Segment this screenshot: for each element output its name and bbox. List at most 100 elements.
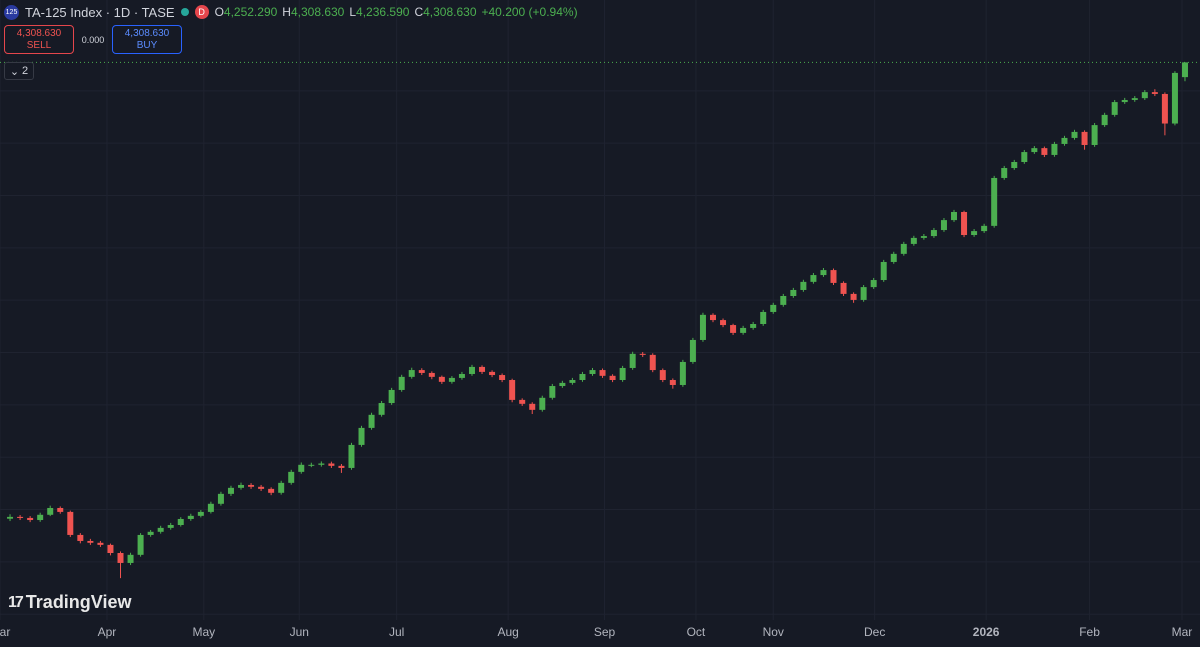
- candle-body: [1151, 92, 1158, 94]
- x-tick-label: Feb: [1079, 625, 1100, 639]
- candle-body: [790, 289, 797, 296]
- candle-body: [880, 261, 887, 281]
- candle-body: [910, 237, 917, 244]
- candle-body: [17, 516, 24, 518]
- candle-body: [248, 484, 255, 487]
- symbol-badge[interactable]: 125: [4, 4, 19, 20]
- sell-button[interactable]: 4,308.630 SELL: [4, 25, 74, 54]
- chevron: ⌄: [9, 65, 20, 78]
- candle-body: [258, 486, 265, 489]
- candle-body: [428, 372, 435, 377]
- buy-button[interactable]: 4,308.630 BUY: [112, 25, 182, 54]
- change: +40.200 (+0.94%): [481, 5, 578, 19]
- x-tick-label: Nov: [763, 625, 784, 639]
- candle-body: [961, 211, 968, 236]
- candle-body: [760, 311, 767, 325]
- candle-body: [197, 511, 204, 516]
- candle-body: [1161, 93, 1168, 124]
- candle-body: [539, 397, 546, 410]
- x-tick-label: Jun: [290, 625, 309, 639]
- candle-body: [368, 414, 375, 428]
- indicator-toggle[interactable]: ⌄ 2: [4, 62, 34, 80]
- candle-body: [709, 314, 716, 321]
- candle-body: [981, 225, 988, 232]
- candle-body: [1011, 162, 1018, 169]
- candle-body: [920, 236, 927, 238]
- candle-body: [1181, 62, 1188, 78]
- candle-body: [348, 444, 355, 468]
- candle-body: [810, 275, 817, 282]
- logo[interactable]: 17 TradingView: [8, 592, 132, 613]
- candle-body: [549, 386, 556, 398]
- candle-body: [358, 427, 365, 445]
- candle-body: [177, 518, 184, 525]
- candle-body: [238, 484, 245, 488]
- candle-body: [499, 375, 506, 381]
- candle-body: [519, 399, 526, 404]
- candle-body: [117, 553, 124, 563]
- candle-body: [971, 231, 978, 236]
- candle-body: [107, 544, 114, 554]
- candle-body: [318, 463, 325, 465]
- ohlc: O4,252.290 H4,308.630 L4,236.590 C4,308.…: [215, 5, 578, 19]
- candle-body: [388, 389, 395, 404]
- candle-body: [288, 471, 295, 483]
- candle-body: [639, 353, 646, 355]
- candle-body: [750, 324, 757, 328]
- candle-body: [77, 534, 84, 541]
- candle-body: [87, 540, 94, 543]
- candle-body: [850, 293, 857, 300]
- candle-body: [1141, 92, 1148, 99]
- candle-body: [187, 515, 194, 519]
- candle-body: [167, 524, 174, 528]
- candle-body: [207, 503, 214, 512]
- data-badge[interactable]: D: [194, 5, 209, 19]
- x-tick-label: Sep: [594, 625, 616, 639]
- candle-body: [730, 325, 737, 333]
- candle-body: [1171, 72, 1178, 124]
- symbol-title[interactable]: TA-125 Index · 1D · TASE: [25, 4, 175, 20]
- candle-body: [1021, 152, 1028, 163]
- candle-body: [127, 554, 134, 563]
- candle-body: [569, 380, 576, 383]
- candle-body: [629, 353, 636, 368]
- low-value: 4,236.590: [356, 5, 410, 19]
- candle-body: [951, 211, 958, 221]
- x-tick-label: 2026: [973, 625, 1000, 639]
- trade-panel: 4,308.630 SELL 0.000 4,308.630 BUY: [4, 25, 182, 54]
- candle-body: [408, 370, 415, 377]
- candle-body: [1041, 148, 1048, 155]
- candle-body: [37, 514, 44, 521]
- sell-label: SELL: [26, 39, 52, 51]
- candle-body: [991, 177, 998, 226]
- o-label: O: [214, 5, 224, 19]
- logo-text: TradingView: [25, 592, 132, 612]
- candle-body: [1121, 99, 1128, 103]
- candle-body: [328, 463, 335, 466]
- c-label: C: [414, 5, 424, 19]
- candle-body: [599, 370, 606, 376]
- logo-mark: 17: [8, 593, 24, 611]
- candle-body: [559, 382, 566, 387]
- candle-body: [7, 516, 14, 519]
- candle-body: [740, 327, 747, 333]
- candle-body: [860, 287, 867, 300]
- candle-body: [217, 493, 224, 504]
- candle-body: [509, 380, 516, 400]
- candle-body: [97, 542, 104, 545]
- candle-body: [689, 339, 696, 362]
- candle-body: [1071, 131, 1078, 138]
- x-tick-label: Mar: [1172, 625, 1193, 639]
- candle-body: [308, 464, 315, 466]
- candle-body: [268, 488, 275, 493]
- spread: 0.000: [81, 34, 105, 45]
- x-tick-label: May: [193, 625, 216, 639]
- candle-body: [870, 280, 877, 288]
- candle-body: [770, 304, 777, 312]
- candle-body: [27, 517, 34, 521]
- candle-body: [438, 376, 445, 382]
- header: 125 TA-125 Index · 1D · TASE D O4,252.29…: [4, 3, 578, 21]
- candle-body: [1091, 125, 1098, 145]
- sell-price: 4,308.630: [16, 27, 62, 39]
- candle-body: [378, 403, 385, 415]
